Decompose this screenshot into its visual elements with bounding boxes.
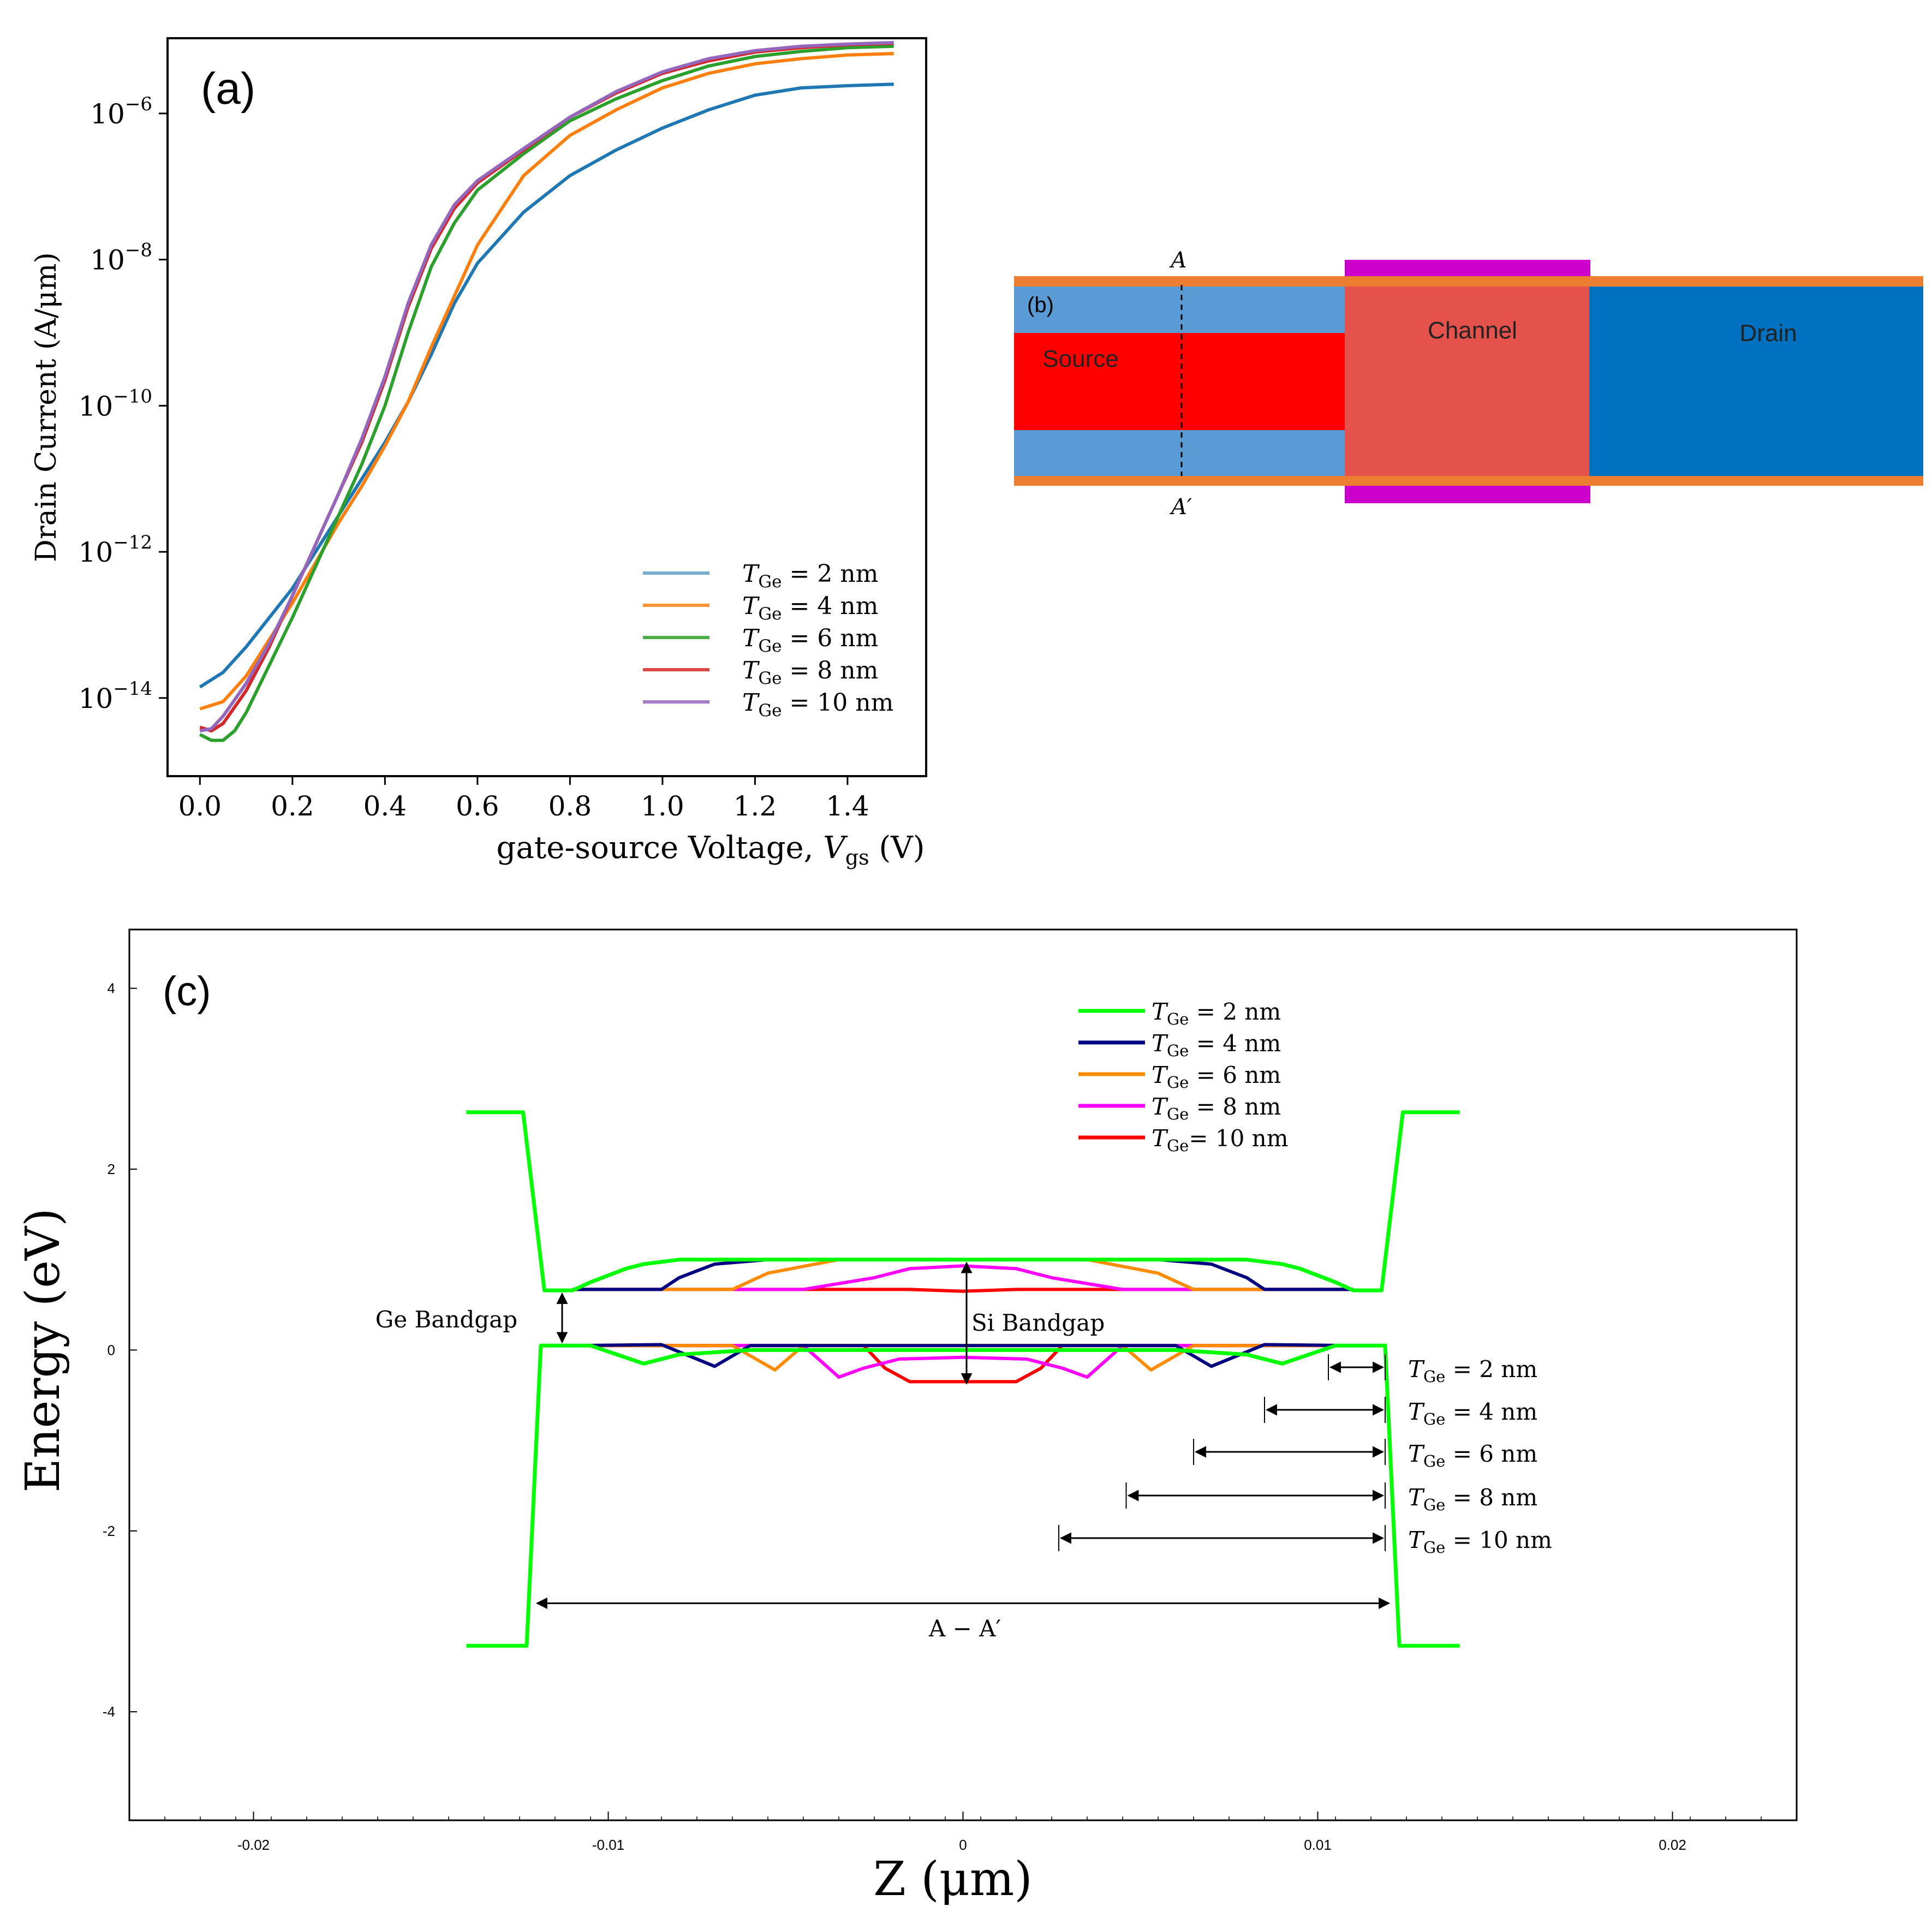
panel-b-label: (b) xyxy=(1027,293,1054,317)
panel-c-xlabel: Z (μm) xyxy=(873,1852,1033,1907)
x-tick-label: 1.4 xyxy=(826,790,869,822)
legend-label-3: TGe = 8 nm xyxy=(742,657,878,688)
y-tick-label: -2 xyxy=(103,1523,115,1539)
y-tick-label: 10−10 xyxy=(79,385,152,422)
x-tick-label: 0.8 xyxy=(548,790,592,822)
series-line-4 xyxy=(199,41,894,732)
legend-label-1: TGe = 4 nm xyxy=(1152,1030,1281,1060)
panel-c-label: (c) xyxy=(163,968,211,1015)
width-label-4: TGe = 10 nm xyxy=(1408,1527,1552,1557)
drain-label: Drain xyxy=(1739,320,1797,347)
y-tick-label: 10−8 xyxy=(90,240,152,276)
legend-label-0: TGe = 2 nm xyxy=(1152,998,1281,1028)
x-tick-label: -0.02 xyxy=(237,1837,270,1853)
legend-label-0: TGe = 2 nm xyxy=(742,560,878,592)
source-label: Source xyxy=(1042,346,1118,372)
span-label: A − A′ xyxy=(928,1615,1001,1642)
panel-a-chart: 0.0 0.2 0.4 0.6 0.8 1.0 1.2 1.4 10−6 10−8 10−10 10−… xyxy=(30,37,927,869)
panel-b-device-diagram: A A′ (b) Source Channel Drain xyxy=(1014,248,1923,520)
panel-c-ticks: -0.02 -0.01 0 0.01 0.02 4 2 0 -2 -4 xyxy=(103,980,1762,1853)
width-label-3: TGe = 8 nm xyxy=(1408,1484,1537,1514)
panel-a-series-lines xyxy=(199,41,894,742)
cut-label-bottom: A′ xyxy=(1169,495,1192,520)
series-line-2 xyxy=(199,44,894,742)
width-label-2: TGe = 6 nm xyxy=(1408,1440,1537,1470)
y-tick-label: 2 xyxy=(108,1161,115,1177)
legend-label-1: TGe = 4 nm xyxy=(742,592,878,624)
cb-line-1 xyxy=(573,1258,1353,1291)
panel-c-axes-frame xyxy=(128,928,1798,1821)
si-bandgap-label: Si Bandgap xyxy=(971,1309,1105,1336)
panel-c-band-lines xyxy=(466,1110,1460,1648)
y-tick-label: -4 xyxy=(103,1703,115,1720)
x-tick-label: 0.02 xyxy=(1659,1837,1686,1853)
y-tick-label: 0 xyxy=(108,1342,115,1358)
width-label-1: TGe = 4 nm xyxy=(1408,1398,1537,1428)
x-tick-label: -0.01 xyxy=(592,1837,624,1853)
panel-a-ylabel: Drain Current (A/μm) xyxy=(30,252,63,562)
source-region xyxy=(1014,333,1346,430)
x-tick-label: 0.0 xyxy=(178,790,222,822)
y-tick-label: 10−12 xyxy=(79,532,152,568)
panel-a-label: (a) xyxy=(201,64,255,114)
cut-label-top: A xyxy=(1169,248,1187,273)
y-tick-label: 10−6 xyxy=(90,93,152,130)
channel-region xyxy=(1345,287,1590,476)
cb-line-3 xyxy=(573,1264,1353,1291)
panel-c-chart: -0.02 -0.01 0 0.01 0.02 4 2 0 -2 -4 Ge Bandgap Si … xyxy=(16,928,1798,1907)
channel-label: Channel xyxy=(1428,317,1517,344)
x-tick-label: 0.2 xyxy=(271,790,314,822)
x-tick-label: 1.0 xyxy=(641,790,684,822)
panel-a-xlabel: gate-source Voltage, Vgs (V) xyxy=(496,830,925,869)
legend-label-3: TGe = 8 nm xyxy=(1152,1093,1281,1123)
x-tick-label: 0.6 xyxy=(456,790,499,822)
x-tick-label: 0.01 xyxy=(1304,1837,1332,1853)
panel-c-annotations: Ge Bandgap Si Bandgap A − A′ TGe = 2 nm TGe … xyxy=(375,1261,1552,1642)
width-label-0: TGe = 2 nm xyxy=(1408,1356,1537,1386)
panel-c-ylabel: Energy (eV) xyxy=(16,1208,70,1492)
cb-line-0 xyxy=(466,1110,1460,1292)
y-tick-label: 4 xyxy=(108,980,115,997)
legend-label-4: TGe = 10 nm xyxy=(742,689,893,720)
panel-a-axes-frame xyxy=(166,37,927,777)
y-tick-label: 10−14 xyxy=(79,678,152,714)
drain-region xyxy=(1589,287,1923,476)
legend-label-4: TGe= 10 nm xyxy=(1152,1125,1289,1155)
x-tick-label: 0 xyxy=(959,1837,967,1853)
legend-label-2: TGe = 6 nm xyxy=(742,624,878,656)
series-line-0 xyxy=(199,82,894,689)
legend-label-2: TGe = 6 nm xyxy=(1152,1062,1281,1092)
ge-bandgap-label: Ge Bandgap xyxy=(375,1306,517,1333)
x-tick-label: 1.2 xyxy=(734,790,777,822)
x-tick-label: 0.4 xyxy=(363,790,407,822)
panel-a-ticks: 0.0 0.2 0.4 0.6 0.8 1.0 1.2 1.4 10−6 10−8 10−10 10−… xyxy=(79,93,869,822)
